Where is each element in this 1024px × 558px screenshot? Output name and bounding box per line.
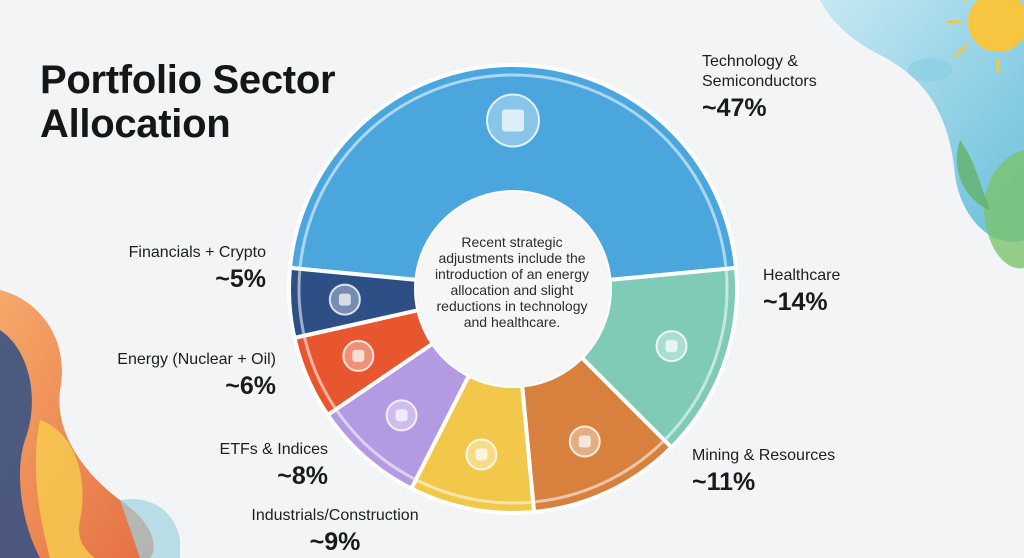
label-energy-name: Energy (Nuclear + Oil) — [117, 351, 276, 368]
crane-gear-icon — [465, 438, 498, 471]
label-industrials-name: Industrials/Construction — [251, 507, 419, 524]
label-technology-percent: ~47% — [702, 94, 767, 122]
label-financials-percent: ~5% — [215, 265, 266, 293]
crystal-ore-icon — [568, 425, 601, 458]
currency-network-icon — [385, 399, 418, 432]
dna-medical-icon — [655, 330, 688, 363]
label-etfs-percent: ~8% — [277, 462, 328, 490]
label-industrials: Industrials/Construction ~9% — [232, 506, 438, 558]
label-financials: Financials + Crypto ~5% — [80, 243, 266, 295]
label-mining-name: Mining & Resources — [692, 447, 836, 464]
label-technology-name-1: Technology & — [702, 53, 799, 70]
label-mining: Mining & Resources ~11% — [692, 446, 835, 498]
donut-hole — [416, 192, 610, 386]
nuclear-sun-icon — [342, 339, 375, 372]
label-technology: Technology & Semiconductors ~47% — [702, 52, 817, 124]
bottom-left-decoration — [0, 290, 180, 558]
title-line-2: Allocation — [40, 102, 231, 146]
label-etfs-name: ETFs & Indices — [219, 441, 328, 458]
donut-slices — [287, 62, 739, 515]
microchip-icon — [486, 93, 540, 148]
label-technology-name-2: Semiconductors — [702, 73, 817, 90]
label-industrials-percent: ~9% — [309, 528, 361, 556]
page-title: Portfolio Sector Allocation — [40, 58, 336, 146]
label-financials-name: Financials + Crypto — [128, 244, 266, 261]
label-healthcare-percent: ~14% — [763, 288, 828, 316]
slice-ring-accent — [297, 270, 306, 334]
label-healthcare-name: Healthcare — [763, 267, 841, 284]
top-right-decoration — [820, 0, 1024, 269]
label-healthcare: Healthcare ~14% — [763, 266, 840, 318]
center-note: Recent strategic adjustments include the… — [434, 234, 590, 330]
label-mining-percent: ~11% — [692, 468, 756, 496]
label-energy-percent: ~6% — [225, 372, 276, 400]
slice-ring-accent — [298, 73, 728, 267]
sun-icon — [968, 0, 1024, 52]
slice-ring-accent — [303, 337, 337, 409]
label-energy: Energy (Nuclear + Oil) ~6% — [80, 350, 276, 402]
title-line-1: Portfolio Sector — [40, 58, 336, 102]
label-etfs: ETFs & Indices ~8% — [150, 440, 328, 492]
slice-ring-accent — [535, 440, 664, 504]
slice-ring-accent — [664, 270, 729, 440]
slice-ring-accent — [335, 410, 415, 481]
slice-ring-accent — [417, 479, 532, 505]
coin-safe-icon — [328, 283, 361, 316]
